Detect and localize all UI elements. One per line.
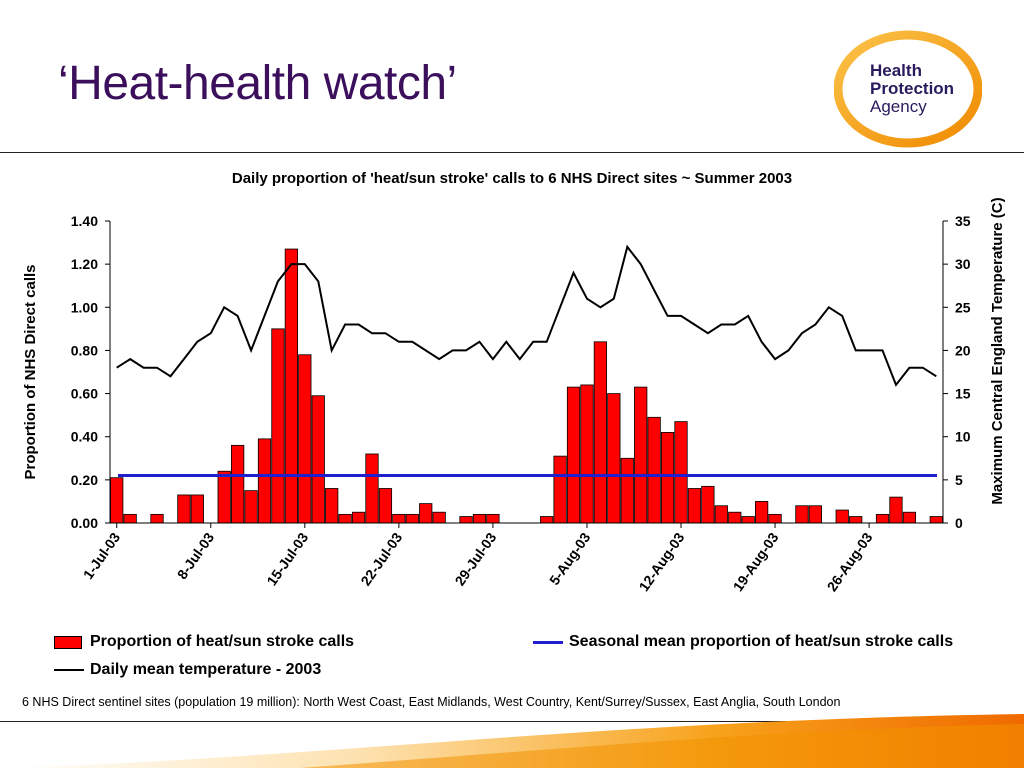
legend-temp-label: Daily mean temperature - 2003 <box>90 661 322 678</box>
slide-title: ‘Heat-health watch’ <box>58 57 457 110</box>
y-tick-label-left: 0.00 <box>71 515 98 531</box>
bar <box>687 488 702 524</box>
y-tick-label-right: 35 <box>955 213 971 229</box>
bar <box>795 505 809 524</box>
y-axis-title-left: Proportion of NHS Direct calls <box>22 264 39 479</box>
bar <box>741 516 755 524</box>
bar <box>405 513 419 524</box>
bar <box>284 248 298 524</box>
legend-mean-swatch <box>533 640 563 644</box>
legend-bar-label: Proportion of heat/sun stroke calls <box>90 633 355 650</box>
x-tick-label: 26-Aug-03 <box>824 529 876 594</box>
bar <box>849 516 863 524</box>
legend-mean-label: Seasonal mean proportion of heat/sun str… <box>569 633 954 650</box>
y-tick-label-left: 0.20 <box>71 472 98 488</box>
bar <box>244 490 258 524</box>
x-tick-label: 12-Aug-03 <box>636 529 688 594</box>
bar <box>593 341 608 524</box>
y-tick-label-right: 25 <box>955 299 971 315</box>
y-tick-label-right: 30 <box>955 256 971 272</box>
y-tick-label-left: 0.40 <box>71 429 98 445</box>
logo-ring <box>834 30 982 148</box>
bar <box>889 496 903 524</box>
bar <box>459 516 473 524</box>
x-tick-label: 19-Aug-03 <box>730 529 782 594</box>
bar <box>190 494 204 524</box>
chart-frame: Daily proportion of 'heat/sun stroke' ca… <box>0 152 1024 722</box>
chart-plot: 0.00 0.20 0.40 0.60 0.80 1.00 1.20 1.40 0 5 10 15 20… <box>22 197 1006 594</box>
footnote: 6 NHS Direct sentinel sites (population … <box>22 695 841 709</box>
logo-text-line1: Health <box>870 61 922 80</box>
x-tick-label: 22-Jul-03 <box>357 529 405 588</box>
bar <box>580 384 594 524</box>
legend-bar-swatch <box>54 635 82 649</box>
y-tick-label-left: 1.20 <box>71 256 98 272</box>
bar <box>123 513 137 524</box>
bar <box>486 513 500 524</box>
x-tick-label: 5-Aug-03 <box>546 529 594 587</box>
bar <box>553 455 567 524</box>
decorative-swoosh <box>0 714 1024 768</box>
y-tick-label-right: 0 <box>955 515 963 531</box>
bar <box>419 503 433 524</box>
bar <box>714 505 728 524</box>
bar <box>432 511 446 524</box>
bar <box>540 516 554 524</box>
bar <box>217 470 231 524</box>
legend-bar: Proportion of heat/sun stroke calls <box>54 633 354 651</box>
bar <box>808 505 822 524</box>
bar <box>634 386 648 524</box>
legend-temp-swatch <box>54 669 84 671</box>
y-tick-label-left: 0.60 <box>71 386 98 402</box>
bar <box>755 501 769 524</box>
bar <box>271 328 285 524</box>
x-tick-label: 15-Jul-03 <box>263 529 311 588</box>
y-tick-label-right: 10 <box>955 429 971 445</box>
temperature-line <box>116 244 937 387</box>
y-tick-label-right: 20 <box>955 342 971 358</box>
bar <box>647 416 661 524</box>
x-tick-label: 8-Jul-03 <box>174 529 218 582</box>
legend-temp: Daily mean temperature - 2003 <box>54 661 321 679</box>
legend-mean: Seasonal mean proportion of heat/sun str… <box>533 633 953 651</box>
bar <box>728 511 742 524</box>
bar <box>701 485 715 524</box>
x-tick-label: 29-Jul-03 <box>451 529 499 588</box>
bar <box>110 477 124 524</box>
x-tick-label: 1-Jul-03 <box>80 529 124 582</box>
bar <box>768 513 782 524</box>
y-tick-label-left: 0.80 <box>71 342 98 358</box>
y-tick-label-right: 5 <box>955 472 963 488</box>
bar <box>835 509 849 524</box>
bar <box>365 453 379 524</box>
bar <box>231 444 245 524</box>
hpa-logo: Health Protection Agency <box>834 30 982 148</box>
chart-title: Daily proportion of 'heat/sun stroke' ca… <box>231 170 793 187</box>
bar <box>620 457 634 524</box>
logo-text-line2: Protection <box>870 79 954 98</box>
bar <box>325 488 339 524</box>
bar <box>257 438 272 524</box>
y-axis-title-right: Maximum Central England Temperature (C) <box>989 197 1006 504</box>
bar <box>351 511 366 524</box>
bar <box>660 431 675 524</box>
bar <box>378 488 393 524</box>
bar <box>875 513 890 524</box>
bar <box>674 421 688 524</box>
bar <box>902 511 917 524</box>
bar <box>298 354 312 524</box>
bar <box>607 393 621 524</box>
bar <box>929 516 943 524</box>
bar <box>472 513 487 524</box>
y-tick-label-right: 15 <box>955 386 971 402</box>
y-tick-label-left: 1.00 <box>71 299 98 315</box>
bar <box>338 513 352 524</box>
bar <box>150 513 164 524</box>
bar <box>566 386 581 524</box>
logo-text-line3: Agency <box>870 97 927 116</box>
bar <box>392 513 406 524</box>
bar <box>311 395 325 524</box>
bar <box>177 494 191 524</box>
y-tick-label-left: 1.40 <box>71 213 98 229</box>
